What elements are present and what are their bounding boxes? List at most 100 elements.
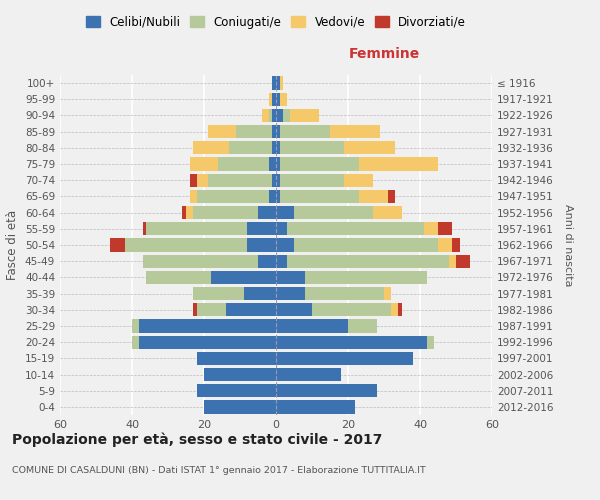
Bar — [269, 109, 272, 122]
Bar — [438, 238, 452, 252]
Bar — [373, 206, 402, 220]
Bar — [452, 238, 460, 252]
Bar — [312, 303, 391, 316]
Bar — [276, 287, 305, 300]
Bar — [258, 206, 276, 220]
Bar — [276, 368, 341, 381]
Bar — [276, 109, 283, 122]
Bar — [110, 238, 125, 252]
Y-axis label: Fasce di età: Fasce di età — [7, 210, 19, 280]
Bar — [388, 190, 395, 203]
Bar — [247, 222, 276, 235]
Bar — [290, 109, 319, 122]
Bar — [186, 206, 193, 220]
Bar — [287, 254, 449, 268]
Bar — [280, 92, 287, 106]
Bar — [197, 174, 208, 187]
Bar — [305, 270, 427, 284]
Text: Popolazione per età, sesso e stato civile - 2017: Popolazione per età, sesso e stato civil… — [12, 432, 382, 447]
Bar — [139, 336, 276, 349]
Bar — [280, 141, 344, 154]
Bar — [193, 303, 197, 316]
Bar — [276, 238, 294, 252]
Bar — [276, 270, 305, 284]
Bar — [132, 336, 139, 349]
Bar — [182, 206, 186, 220]
Bar — [193, 141, 229, 154]
Bar — [190, 158, 218, 170]
Bar — [449, 254, 456, 268]
Y-axis label: Anni di nascita: Anni di nascita — [563, 204, 573, 286]
Bar — [294, 238, 438, 252]
Bar — [348, 320, 377, 332]
Bar — [276, 76, 280, 90]
Bar — [190, 190, 197, 203]
Bar — [276, 125, 280, 138]
Bar — [226, 303, 276, 316]
Bar — [262, 109, 269, 122]
Bar — [143, 254, 258, 268]
Bar — [280, 174, 344, 187]
Bar — [269, 92, 272, 106]
Bar — [398, 303, 402, 316]
Bar — [276, 141, 280, 154]
Bar — [269, 190, 276, 203]
Bar — [427, 336, 434, 349]
Bar — [146, 270, 211, 284]
Bar — [276, 174, 280, 187]
Bar — [139, 320, 276, 332]
Bar — [283, 109, 290, 122]
Bar — [359, 190, 388, 203]
Bar — [208, 125, 236, 138]
Bar — [344, 141, 395, 154]
Bar — [197, 190, 269, 203]
Bar — [272, 174, 276, 187]
Bar — [197, 303, 226, 316]
Bar — [204, 368, 276, 381]
Bar — [344, 174, 373, 187]
Bar — [276, 158, 280, 170]
Bar — [359, 158, 438, 170]
Bar — [208, 174, 272, 187]
Bar — [272, 125, 276, 138]
Bar — [146, 222, 247, 235]
Bar — [276, 206, 294, 220]
Bar — [280, 76, 283, 90]
Bar — [143, 222, 146, 235]
Bar — [229, 141, 272, 154]
Bar — [280, 125, 330, 138]
Bar — [276, 222, 287, 235]
Bar — [287, 222, 424, 235]
Bar — [269, 158, 276, 170]
Bar — [280, 190, 359, 203]
Bar — [276, 352, 413, 365]
Bar — [236, 125, 272, 138]
Bar — [456, 254, 470, 268]
Legend: Celibi/Nubili, Coniugati/e, Vedovi/e, Divorziati/e: Celibi/Nubili, Coniugati/e, Vedovi/e, Di… — [81, 11, 471, 34]
Bar — [276, 320, 348, 332]
Bar — [211, 270, 276, 284]
Bar — [132, 320, 139, 332]
Bar — [424, 222, 438, 235]
Bar — [276, 303, 312, 316]
Bar — [330, 125, 380, 138]
Bar — [276, 336, 427, 349]
Bar — [276, 92, 280, 106]
Bar — [276, 384, 377, 398]
Bar — [272, 109, 276, 122]
Text: Femmine: Femmine — [349, 48, 419, 62]
Bar — [280, 158, 359, 170]
Bar — [391, 303, 398, 316]
Bar — [272, 76, 276, 90]
Bar — [276, 254, 287, 268]
Bar — [294, 206, 373, 220]
Bar — [125, 238, 247, 252]
Bar — [305, 287, 384, 300]
Bar — [193, 287, 244, 300]
Bar — [438, 222, 452, 235]
Bar — [197, 352, 276, 365]
Bar — [218, 158, 269, 170]
Bar — [204, 400, 276, 413]
Bar — [247, 238, 276, 252]
Bar — [197, 384, 276, 398]
